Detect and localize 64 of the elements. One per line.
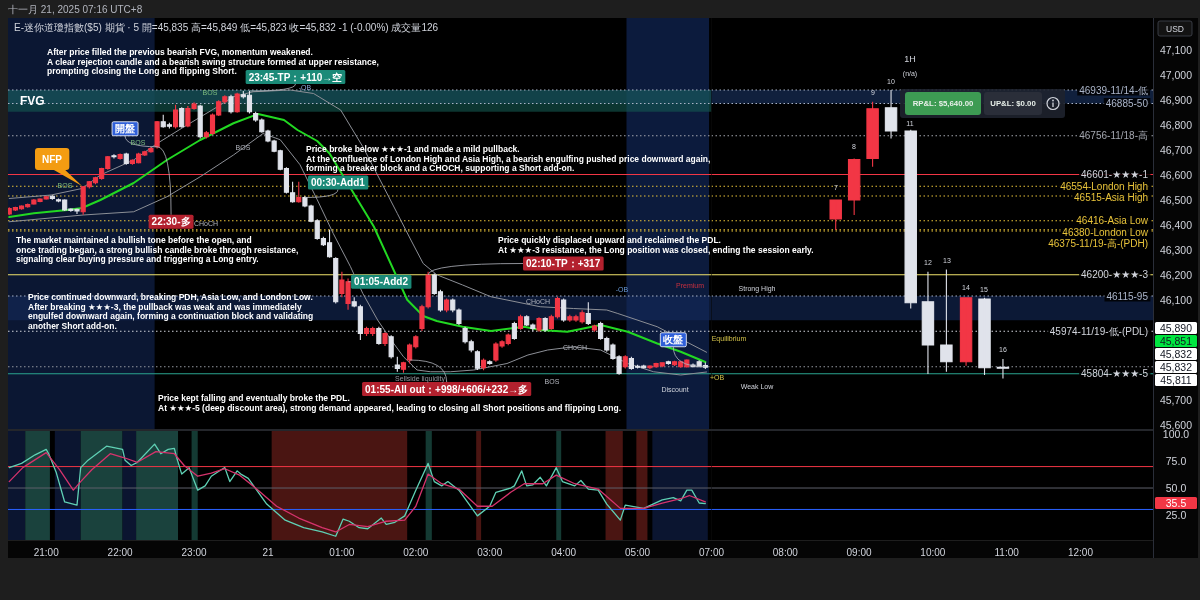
ref-line-label: 45804-★★★-5: [1081, 368, 1149, 380]
x-tick-label: 09:00: [846, 546, 873, 558]
x-tick-label: 21:00: [33, 546, 60, 558]
y-tick-label: 46,800: [1159, 118, 1193, 131]
y-tick-label: 46,400: [1159, 218, 1193, 231]
y-tick-label: 47,100: [1159, 43, 1193, 56]
x-tick-label: 10:00: [920, 546, 946, 558]
x-tick-label: 12:00: [1067, 546, 1094, 558]
text: 45,851: [1159, 335, 1193, 347]
y-tick-label: 46,600: [1159, 168, 1193, 181]
label-box: 開盤: [111, 121, 139, 137]
label-box: 收盤: [659, 332, 687, 348]
text: 45,811: [1160, 374, 1192, 386]
ref-line-label: 45974-11/19-低-(PDL): [1049, 325, 1148, 337]
x-tick-label: 07:00: [698, 546, 725, 558]
annotation: 收盤: [663, 334, 684, 346]
ref-line-label: 46885-50: [1105, 98, 1149, 109]
y-tick-label: 45,700: [1159, 393, 1193, 406]
chart-title: E-迷你道瓊指數($5) 期貨 · 5 開=45,835 高=45,849 低=45,823 收=45,832 -1 (-0.00%) 成交量126: [14, 21, 439, 33]
text: 十一月 21, 2025 07:16 UTC+8: [8, 3, 143, 15]
ref-line-label: 46380-London Low: [1062, 226, 1149, 238]
x-tick-label: 23:00: [181, 546, 207, 558]
text: 45,890: [1159, 322, 1193, 334]
annotation: Price continued downward, breaking PDH, Asia Low, and London Low. After breaking ★★★-3, the pullback was weak and was immediately engulfed downward again, forming a continuation block and validating another Short add-on.: [28, 292, 314, 331]
y-tick-label: 47,000: [1159, 68, 1193, 81]
ref-line-label: 46200-★★★-3: [1081, 269, 1149, 281]
ref-line-label: 46115-95: [1106, 290, 1149, 302]
y-tick-label: 50.0: [1165, 482, 1187, 495]
y-tick-label: 46,500: [1159, 193, 1193, 206]
annotation: Price quickly displaced upward and reclaimed the PDL. At ★★★-3 resistance, the Long position was closed, ending the session early.: [498, 235, 814, 255]
ref-line-label: 46601-★★★-1: [1081, 169, 1149, 180]
y-tick-label: 45,600: [1159, 418, 1193, 431]
ref-line-label: 46515-Asia High: [1074, 192, 1148, 204]
y-axis-title: USD: [1166, 23, 1184, 34]
text: 45,832: [1159, 348, 1193, 360]
y-tick-label: 46,100: [1159, 293, 1193, 306]
ref-line-label: 46375-11/19-高-(PDH): [1048, 238, 1148, 250]
y-tick-label: 46,300: [1159, 243, 1193, 256]
band-label: FVG: [20, 93, 45, 108]
y-tick-label: 25.0: [1165, 508, 1187, 521]
x-tick-label: 03:00: [477, 546, 503, 558]
x-tick-label: 05:00: [625, 546, 651, 558]
x-tick-label: 01:00: [329, 546, 355, 558]
label-box: 01:55-All out：+998/+606/+232→多: [362, 382, 532, 396]
annotation: 開盤: [115, 123, 136, 135]
annotation: NFP: [42, 153, 63, 165]
y-tick-label: 46,900: [1159, 93, 1193, 106]
x-tick-label: 21: [262, 546, 274, 558]
x-tick-label: 08:00: [772, 546, 799, 558]
x-tick-label: 02:00: [403, 546, 429, 558]
ref-line-label: 46554-London High: [1060, 180, 1148, 192]
text: 45,832: [1159, 361, 1193, 373]
ref-line-label: 46939-11/14-低: [1079, 84, 1148, 96]
ref-line-label: 46756-11/18-高: [1079, 130, 1148, 142]
annotation: 1H: [904, 54, 916, 64]
annotation: The market maintained a bullish tone before the open, and once trading began, a strong bullish candle broke through resistance, signaling clear buying pressure and triggering a Long entry.: [16, 235, 299, 264]
text: 35.5: [1165, 497, 1187, 509]
x-tick-label: 22:00: [107, 546, 134, 558]
ref-line-label: 46416-Asia Low: [1076, 215, 1149, 227]
y-tick-label: 75.0: [1165, 455, 1187, 468]
y-tick-label: 46,700: [1159, 143, 1193, 156]
x-tick-label: 04:00: [551, 546, 577, 558]
y-tick-label: 46,200: [1159, 268, 1193, 281]
x-tick-label: 11:00: [994, 546, 1020, 558]
